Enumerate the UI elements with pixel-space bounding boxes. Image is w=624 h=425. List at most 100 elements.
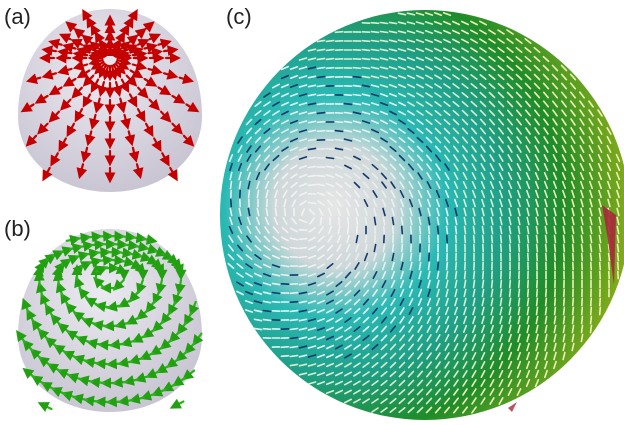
vortex-arrow [237, 162, 243, 172]
vortex-arrow [588, 127, 594, 135]
radial-arrow [58, 137, 69, 152]
vortex-arrow [499, 225, 503, 235]
vortex-arrow [265, 207, 269, 217]
vortex-arrow [389, 370, 397, 378]
vortex-arrow [408, 189, 414, 199]
vortex-arrow [488, 65, 496, 71]
vortex-arrow [580, 333, 584, 343]
vortex-arrow [534, 369, 540, 379]
vortex-arrow [453, 406, 459, 414]
vortex-arrow [499, 324, 503, 334]
vortex-arrow [371, 163, 379, 171]
vortex-arrow [263, 119, 271, 125]
vortex-arrow [443, 127, 451, 135]
vortex-arrow [461, 109, 469, 117]
vortex-arrow [426, 172, 432, 180]
vortex-arrow [426, 325, 432, 333]
vortex-arrow [489, 397, 495, 405]
vortex-arrow [597, 145, 603, 153]
vortex-arrow [498, 189, 504, 199]
vortex-arrow [454, 297, 458, 307]
vortex-arrow [354, 271, 360, 279]
radial-arrow [185, 101, 200, 113]
vortex-arrow [362, 334, 370, 342]
vortex-arrow [290, 164, 298, 170]
circular-arrow [168, 300, 179, 316]
vortex-arrow [316, 183, 326, 187]
vortex-arrow [562, 234, 566, 244]
vortex-arrow [344, 326, 352, 332]
vortex-arrow [616, 198, 620, 208]
vortex-arrow [598, 198, 602, 208]
vortex-arrow [490, 324, 494, 334]
vortex-arrow [272, 119, 280, 125]
vortex-arrow [227, 244, 235, 252]
vortex-arrow [508, 324, 512, 334]
vortex-arrow [471, 172, 477, 180]
vortex-arrow [371, 316, 379, 324]
vortex-arrow [237, 235, 243, 243]
vortex-arrow [298, 182, 308, 188]
vortex-arrow [255, 216, 261, 226]
vortex-arrow [499, 288, 503, 298]
vortex-arrow [490, 297, 494, 307]
vortex-arrow [444, 361, 450, 369]
vortex-arrow [325, 326, 335, 332]
vortex-arrow [580, 252, 584, 262]
vortex-arrow [370, 48, 380, 52]
vortex-arrow [461, 136, 469, 144]
vortex-arrow [264, 172, 270, 180]
circular-arrow [93, 276, 106, 289]
vortex-arrow [472, 288, 476, 298]
vortex-arrow [407, 101, 415, 107]
vortex-arrow [589, 225, 593, 235]
radial-arrow [65, 21, 78, 33]
radial-arrow [159, 152, 170, 167]
vortex-arrow [400, 225, 404, 235]
vortex-arrow [397, 39, 407, 43]
vortex-arrow [353, 280, 361, 288]
vortex-arrow [417, 288, 423, 298]
vortex-arrow [334, 30, 344, 34]
vortex-arrow [273, 181, 279, 189]
vortex-arrow [562, 315, 566, 325]
vortex-arrow [534, 180, 540, 190]
vortex-arrow [298, 273, 308, 277]
vortex-arrow [453, 388, 459, 396]
vortex-arrow [307, 300, 317, 304]
vortex-arrow [480, 379, 486, 387]
vortex-arrow [316, 66, 326, 70]
vortex-arrow [373, 234, 377, 244]
vortex-arrow [229, 198, 233, 208]
vortex-arrow [334, 147, 344, 151]
circular-arrow [84, 297, 100, 308]
vortex-arrow [379, 48, 389, 52]
vortex-arrow [237, 145, 243, 153]
vortex-arrow [508, 306, 512, 316]
vortex-arrow [283, 207, 287, 217]
radial-arrow [41, 45, 58, 57]
vortex-arrow [254, 244, 262, 252]
vortex-arrow [409, 261, 413, 271]
vortex-arrow [616, 234, 620, 244]
vortex-arrow [343, 111, 353, 115]
vortex-arrow [488, 100, 496, 108]
vortex-arrow [517, 333, 521, 343]
vortex-arrow [535, 297, 539, 307]
vortex-arrow [400, 261, 404, 271]
vortex-arrow [579, 100, 585, 108]
radial-arrow [125, 74, 138, 87]
radial-arrow [127, 8, 138, 22]
circular-arrow [166, 357, 180, 368]
vortex-arrow [263, 127, 271, 135]
vortex-arrow [489, 154, 495, 162]
vortex-arrow [237, 216, 243, 226]
vortex-arrow [445, 261, 449, 271]
vortex-arrow [454, 279, 458, 289]
radial-arrow [163, 45, 179, 57]
vortex-arrow [255, 163, 261, 171]
vortex-arrow [399, 325, 405, 333]
vortex-arrow [543, 162, 549, 172]
vortex-arrow [425, 154, 433, 162]
vortex-arrow [316, 102, 326, 106]
